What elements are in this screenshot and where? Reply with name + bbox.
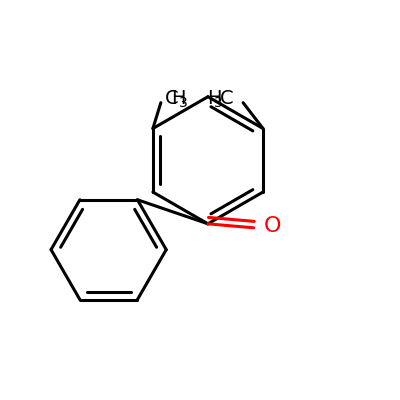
Text: H: H <box>207 89 222 108</box>
Text: C: C <box>165 89 178 108</box>
Text: C: C <box>220 89 234 108</box>
Text: O: O <box>264 216 281 236</box>
Text: 3: 3 <box>214 96 223 110</box>
Text: H: H <box>172 89 186 108</box>
Text: 3: 3 <box>179 96 188 110</box>
